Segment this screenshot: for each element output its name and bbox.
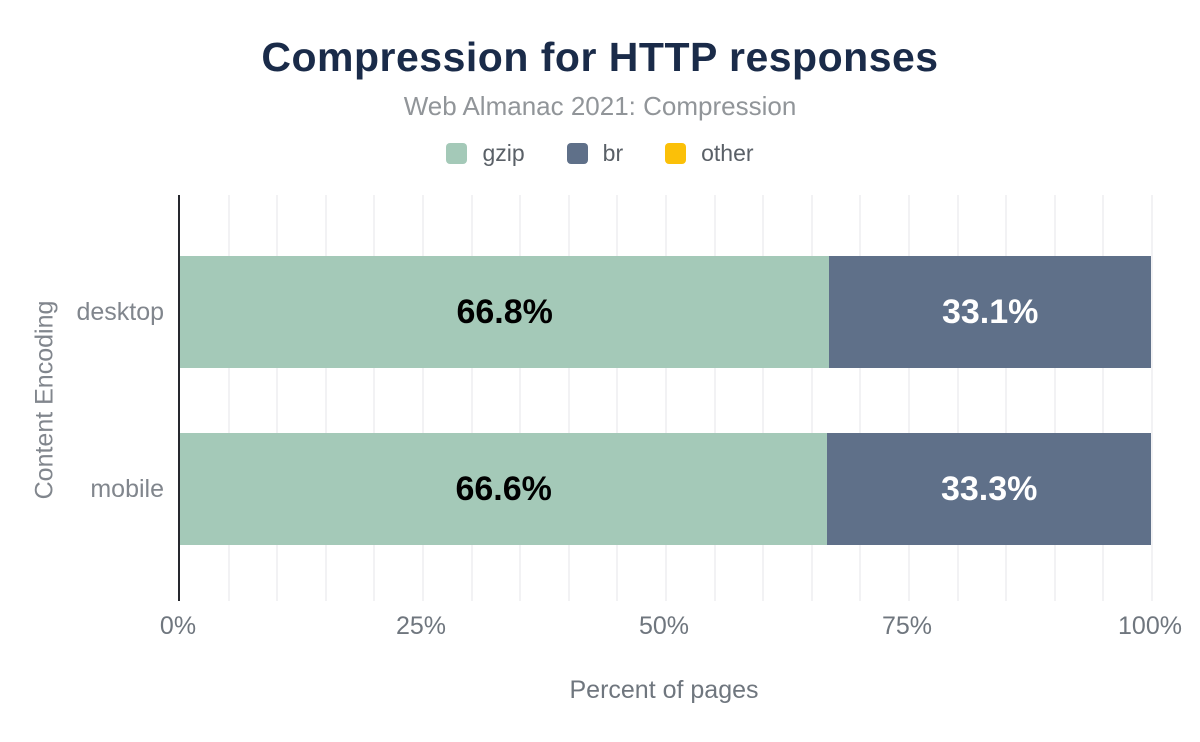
x-axis-title: Percent of pages [569,676,759,704]
bar-segment-desktop-gzip[interactable]: 66.8% [180,256,830,368]
legend-item-gzip[interactable]: gzip [446,140,525,166]
x-tick-0%: 0% [159,612,197,640]
gridline-50pct [665,195,667,601]
gridline-65pct [810,195,813,601]
x-tick-100%: 100% [1118,612,1182,640]
bar-segment-mobile-br[interactable]: 33.3% [827,433,1152,545]
gridline-45pct [616,195,619,601]
legend-swatch-other [665,143,687,164]
gridline-5pct [227,195,230,601]
legend-label-br: br [602,140,624,166]
gridline-35pct [519,195,522,601]
gridline-100pct [1151,195,1153,601]
bar-value-label-desktop-gzip: 66.8% [456,293,553,331]
legend-item-other[interactable]: other [665,140,754,166]
bar-value-label-desktop-br: 33.1% [941,293,1039,331]
x-tick-75%: 75% [881,612,933,640]
legend-label-other: other [701,140,754,166]
gridline-55pct [713,195,716,601]
gridline-75pct [908,195,910,601]
gridline-40pct [567,195,570,601]
gridline-25pct [422,195,424,601]
legend-swatch-gzip [446,143,468,164]
x-tick-50%: 50% [638,612,690,640]
legend-swatch-br [566,143,588,164]
gridline-60pct [762,195,765,601]
gridline-80pct [956,195,959,601]
gridline-10pct [276,195,279,601]
gridline-85pct [1005,195,1008,601]
legend: gzip br other [0,142,1200,165]
gridline-30pct [470,195,473,601]
legend-label-gzip: gzip [482,140,525,166]
legend-item-br[interactable]: br [566,140,624,166]
gridline-20pct [373,195,376,601]
plot-area: 66.8% 33.1% 66.6% 33.3% [178,195,1153,601]
bar-value-label-mobile-br: 33.3% [940,470,1038,508]
gridline-95pct [1102,195,1105,601]
category-label-desktop: desktop [76,297,164,326]
bar-value-label-mobile-gzip: 66.6% [455,470,552,508]
gridline-15pct [324,195,327,601]
bar-segment-desktop-br[interactable]: 33.1% [829,256,1151,368]
bar-segment-mobile-gzip[interactable]: 66.6% [180,433,828,545]
category-label-mobile: mobile [90,474,164,503]
x-tick-25%: 25% [395,612,447,640]
chart-title: Compression for HTTP responses [261,34,939,80]
chart-subtitle: Web Almanac 2021: Compression [403,91,797,121]
gridline-90pct [1053,195,1056,601]
gridline-70pct [859,195,862,601]
